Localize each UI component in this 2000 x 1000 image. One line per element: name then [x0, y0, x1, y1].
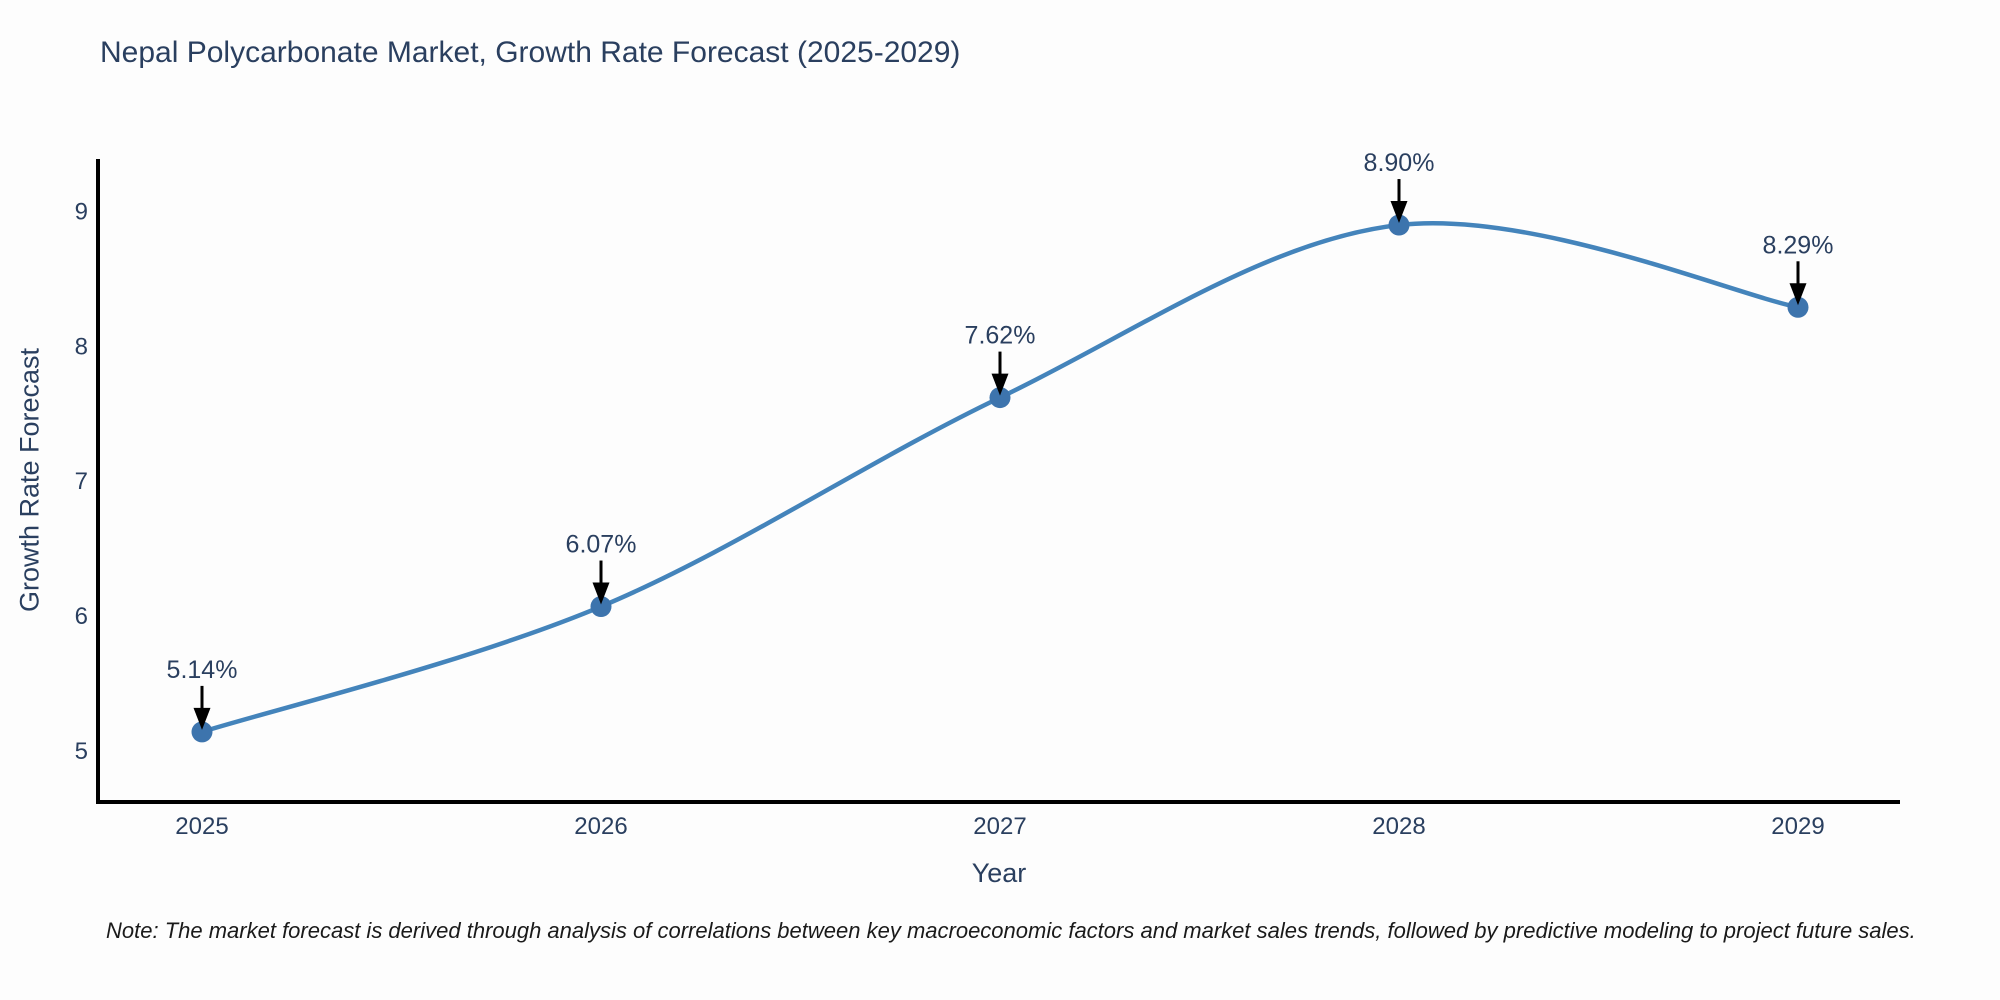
- annotation-arrowhead-icon: [592, 582, 610, 605]
- point-annotation-label: 8.90%: [1364, 149, 1435, 177]
- y-tick-label: 9: [75, 199, 88, 226]
- data-point-marker: [191, 721, 213, 743]
- forecast-line: [199, 221, 1801, 735]
- footnote: Note: The market forecast is derived thr…: [106, 918, 1916, 943]
- data-point-marker: [590, 596, 612, 618]
- y-tick-label: 6: [75, 603, 88, 630]
- x-axis-title: Year: [971, 858, 1027, 888]
- x-tick-label: 2025: [175, 813, 228, 840]
- data-point-marker: [989, 387, 1011, 409]
- annotation-arrowhead-icon: [1789, 283, 1807, 306]
- point-annotation-label: 8.29%: [1763, 231, 1834, 259]
- x-tick-label: 2026: [574, 813, 627, 840]
- x-tick-label: 2029: [1771, 813, 1824, 840]
- point-annotation-label: 7.62%: [965, 322, 1036, 350]
- annotation-arrowhead-icon: [193, 707, 211, 730]
- y-axis-title: Growth Rate Forecast: [14, 347, 45, 613]
- data-point-marker: [1388, 214, 1410, 236]
- annotation-arrowhead-icon: [1390, 201, 1408, 224]
- annotation-arrowhead-icon: [991, 373, 1009, 396]
- point-annotation-label: 6.07%: [566, 531, 637, 559]
- y-tick-label: 7: [75, 468, 88, 495]
- x-tick-label: 2028: [1372, 813, 1425, 840]
- y-tick-label: 5: [75, 738, 88, 765]
- x-tick-label: 2027: [973, 813, 1026, 840]
- data-point-marker: [1787, 296, 1809, 318]
- y-tick-label: 8: [75, 333, 88, 360]
- chart-title: Nepal Polycarbonate Market, Growth Rate …: [100, 36, 961, 69]
- point-annotation-label: 5.14%: [167, 656, 238, 684]
